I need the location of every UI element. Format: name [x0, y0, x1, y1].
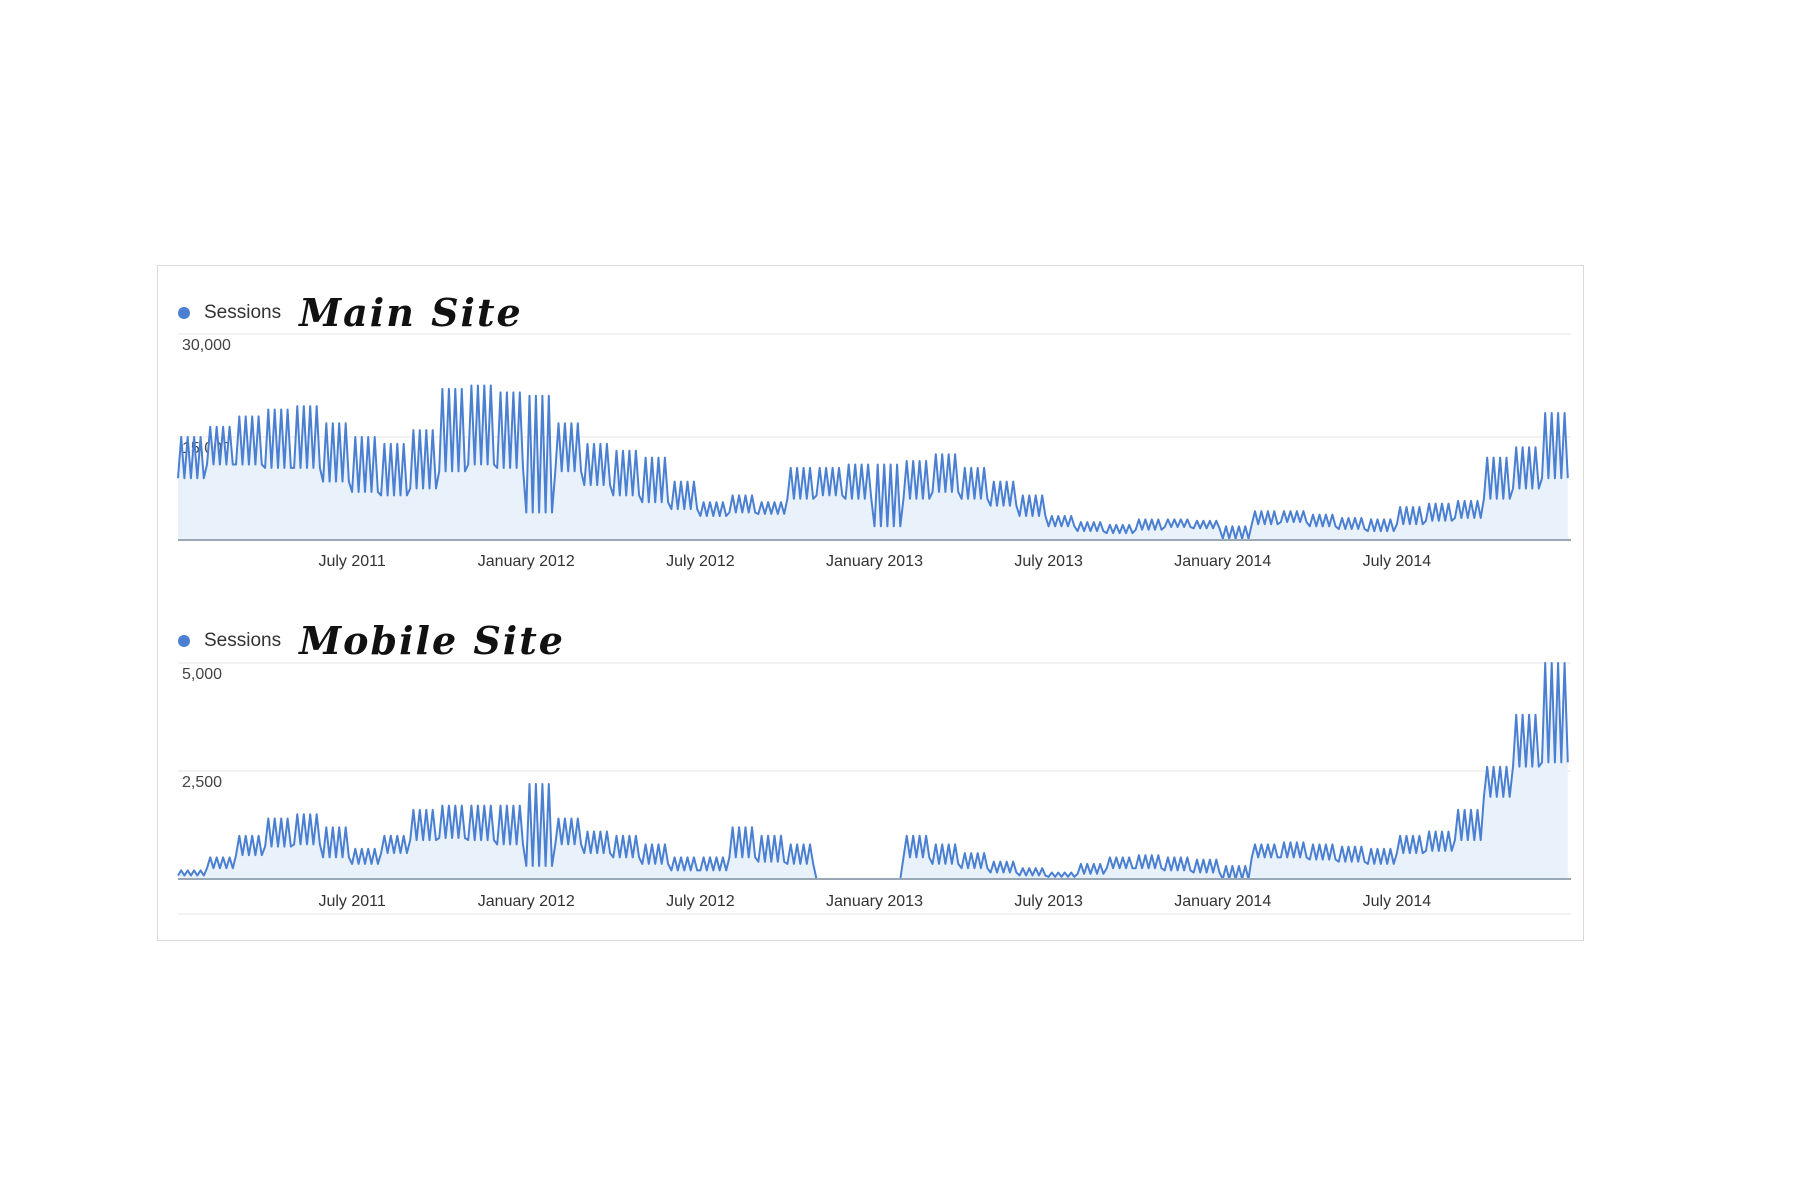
y-tick-label: 30,000 — [182, 337, 231, 354]
mobile-site-legend: Sessions Mobile Site — [178, 618, 565, 663]
legend-label: Sessions — [204, 629, 282, 651]
x-tick-label: January 2013 — [826, 553, 923, 570]
chart-title: Main Site — [299, 290, 523, 335]
x-tick-label: January 2012 — [478, 893, 575, 910]
x-tick-label: January 2013 — [826, 893, 923, 910]
mobile-site-chart: Sessions Mobile Site 5,000 2,500 July 2011… — [158, 596, 1583, 942]
mobile-site-plot: 5,000 2,500 July 2011 January 2012 July 2012… — [177, 662, 1571, 915]
x-tick-label: July 2014 — [1363, 893, 1432, 910]
x-tick-label: July 2013 — [1014, 553, 1083, 570]
y-tick-label: 5,000 — [182, 666, 222, 683]
x-tick-label: July 2011 — [318, 893, 385, 910]
series-area — [178, 663, 1568, 879]
x-tick-label: January 2014 — [1174, 893, 1271, 910]
chart-title: Mobile Site — [299, 618, 565, 663]
x-tick-label: July 2014 — [1363, 553, 1432, 570]
series-dot-icon — [178, 634, 190, 647]
x-tick-label: July 2013 — [1014, 893, 1083, 910]
x-tick-label: January 2012 — [478, 553, 575, 570]
main-site-chart: Sessions Main Site 30,000 15,000 July 2011… — [158, 266, 1583, 606]
x-tick-label: July 2012 — [666, 553, 735, 570]
x-tick-label: July 2011 — [318, 553, 385, 570]
x-tick-label: January 2014 — [1174, 553, 1271, 570]
series-dot-icon — [178, 306, 190, 319]
charts-panel: Sessions Main Site 30,000 15,000 July 2011… — [157, 265, 1584, 941]
main-site-legend: Sessions Main Site — [178, 290, 523, 335]
x-tick-label: July 2012 — [666, 893, 735, 910]
legend-label: Sessions — [204, 301, 282, 323]
y-tick-label: 2,500 — [182, 774, 222, 791]
series-line — [177, 384, 1569, 540]
